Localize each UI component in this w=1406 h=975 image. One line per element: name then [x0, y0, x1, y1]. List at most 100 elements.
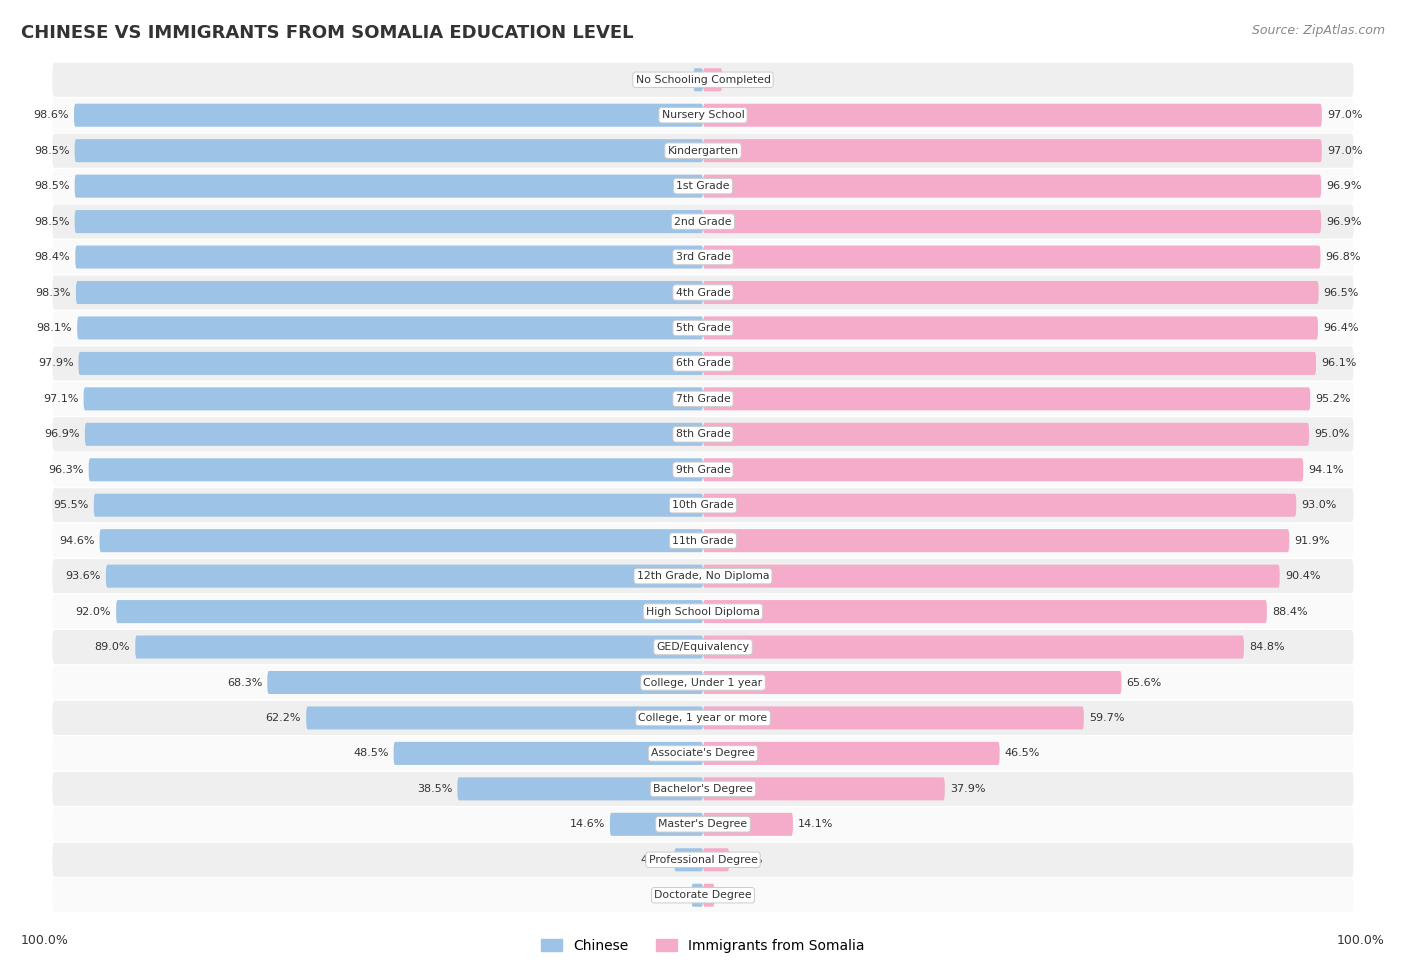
- FancyBboxPatch shape: [394, 742, 703, 765]
- FancyBboxPatch shape: [75, 210, 703, 233]
- Text: 96.9%: 96.9%: [1326, 181, 1362, 191]
- Text: College, 1 year or more: College, 1 year or more: [638, 713, 768, 722]
- FancyBboxPatch shape: [84, 423, 703, 446]
- FancyBboxPatch shape: [52, 559, 1354, 593]
- FancyBboxPatch shape: [76, 281, 703, 304]
- FancyBboxPatch shape: [703, 103, 1322, 127]
- FancyBboxPatch shape: [135, 636, 703, 658]
- Text: 2nd Grade: 2nd Grade: [675, 216, 731, 226]
- FancyBboxPatch shape: [89, 458, 703, 482]
- Text: 90.4%: 90.4%: [1285, 571, 1320, 581]
- Text: Master's Degree: Master's Degree: [658, 819, 748, 830]
- Text: 68.3%: 68.3%: [226, 678, 262, 687]
- FancyBboxPatch shape: [703, 777, 945, 800]
- Text: 38.5%: 38.5%: [418, 784, 453, 794]
- FancyBboxPatch shape: [52, 98, 1354, 133]
- FancyBboxPatch shape: [703, 175, 1322, 198]
- Text: 89.0%: 89.0%: [94, 643, 131, 652]
- Text: 62.2%: 62.2%: [266, 713, 301, 722]
- Text: 6th Grade: 6th Grade: [676, 359, 730, 369]
- FancyBboxPatch shape: [703, 493, 1296, 517]
- FancyBboxPatch shape: [52, 772, 1354, 806]
- FancyBboxPatch shape: [692, 883, 703, 907]
- Legend: Chinese, Immigrants from Somalia: Chinese, Immigrants from Somalia: [536, 933, 870, 958]
- Text: 98.4%: 98.4%: [35, 253, 70, 262]
- FancyBboxPatch shape: [52, 878, 1354, 913]
- FancyBboxPatch shape: [703, 210, 1322, 233]
- FancyBboxPatch shape: [52, 134, 1354, 168]
- FancyBboxPatch shape: [52, 169, 1354, 203]
- Text: 96.5%: 96.5%: [1323, 288, 1360, 297]
- Text: Source: ZipAtlas.com: Source: ZipAtlas.com: [1251, 24, 1385, 37]
- Text: Bachelor's Degree: Bachelor's Degree: [652, 784, 754, 794]
- FancyBboxPatch shape: [52, 842, 1354, 877]
- FancyBboxPatch shape: [703, 352, 1316, 375]
- Text: College, Under 1 year: College, Under 1 year: [644, 678, 762, 687]
- Text: 4.5%: 4.5%: [641, 855, 669, 865]
- Text: 14.6%: 14.6%: [569, 819, 605, 830]
- Text: 9th Grade: 9th Grade: [676, 465, 730, 475]
- Text: 88.4%: 88.4%: [1272, 606, 1308, 616]
- Text: 12th Grade, No Diploma: 12th Grade, No Diploma: [637, 571, 769, 581]
- FancyBboxPatch shape: [52, 205, 1354, 239]
- FancyBboxPatch shape: [457, 777, 703, 800]
- FancyBboxPatch shape: [52, 311, 1354, 345]
- FancyBboxPatch shape: [117, 600, 703, 623]
- FancyBboxPatch shape: [703, 742, 1000, 765]
- FancyBboxPatch shape: [52, 417, 1354, 451]
- FancyBboxPatch shape: [703, 68, 723, 92]
- Text: 93.0%: 93.0%: [1302, 500, 1337, 510]
- FancyBboxPatch shape: [703, 883, 714, 907]
- Text: Kindergarten: Kindergarten: [668, 145, 738, 156]
- Text: 96.3%: 96.3%: [48, 465, 83, 475]
- Text: 94.6%: 94.6%: [59, 535, 94, 546]
- Text: 59.7%: 59.7%: [1088, 713, 1125, 722]
- Text: 94.1%: 94.1%: [1309, 465, 1344, 475]
- Text: 98.1%: 98.1%: [37, 323, 72, 332]
- Text: 5th Grade: 5th Grade: [676, 323, 730, 332]
- FancyBboxPatch shape: [52, 595, 1354, 629]
- FancyBboxPatch shape: [75, 175, 703, 198]
- Text: 98.5%: 98.5%: [34, 145, 69, 156]
- Text: 3.0%: 3.0%: [727, 75, 755, 85]
- Text: 95.2%: 95.2%: [1316, 394, 1351, 404]
- Text: 1st Grade: 1st Grade: [676, 181, 730, 191]
- Text: 1.8%: 1.8%: [658, 890, 686, 900]
- FancyBboxPatch shape: [703, 636, 1244, 658]
- Text: 92.0%: 92.0%: [76, 606, 111, 616]
- Text: 46.5%: 46.5%: [1005, 749, 1040, 759]
- Text: 14.1%: 14.1%: [799, 819, 834, 830]
- FancyBboxPatch shape: [52, 382, 1354, 416]
- FancyBboxPatch shape: [94, 493, 703, 517]
- Text: 95.0%: 95.0%: [1315, 429, 1350, 440]
- FancyBboxPatch shape: [100, 529, 703, 552]
- Text: 100.0%: 100.0%: [1337, 934, 1385, 948]
- Text: 96.9%: 96.9%: [44, 429, 80, 440]
- FancyBboxPatch shape: [307, 707, 703, 729]
- Text: 37.9%: 37.9%: [950, 784, 986, 794]
- FancyBboxPatch shape: [703, 600, 1267, 623]
- FancyBboxPatch shape: [76, 246, 703, 268]
- Text: 97.9%: 97.9%: [38, 359, 73, 369]
- FancyBboxPatch shape: [703, 423, 1309, 446]
- FancyBboxPatch shape: [75, 103, 703, 127]
- Text: 7th Grade: 7th Grade: [676, 394, 730, 404]
- FancyBboxPatch shape: [52, 276, 1354, 309]
- FancyBboxPatch shape: [52, 524, 1354, 558]
- Text: 97.0%: 97.0%: [1327, 110, 1362, 120]
- Text: 91.9%: 91.9%: [1295, 535, 1330, 546]
- FancyBboxPatch shape: [52, 666, 1354, 699]
- Text: 48.5%: 48.5%: [353, 749, 388, 759]
- FancyBboxPatch shape: [52, 488, 1354, 523]
- FancyBboxPatch shape: [703, 139, 1322, 162]
- Text: Doctorate Degree: Doctorate Degree: [654, 890, 752, 900]
- FancyBboxPatch shape: [75, 139, 703, 162]
- Text: 10th Grade: 10th Grade: [672, 500, 734, 510]
- FancyBboxPatch shape: [703, 458, 1303, 482]
- Text: 8th Grade: 8th Grade: [676, 429, 730, 440]
- FancyBboxPatch shape: [703, 565, 1279, 588]
- FancyBboxPatch shape: [693, 68, 703, 92]
- Text: 4th Grade: 4th Grade: [676, 288, 730, 297]
- Text: 98.5%: 98.5%: [34, 181, 69, 191]
- FancyBboxPatch shape: [703, 387, 1310, 410]
